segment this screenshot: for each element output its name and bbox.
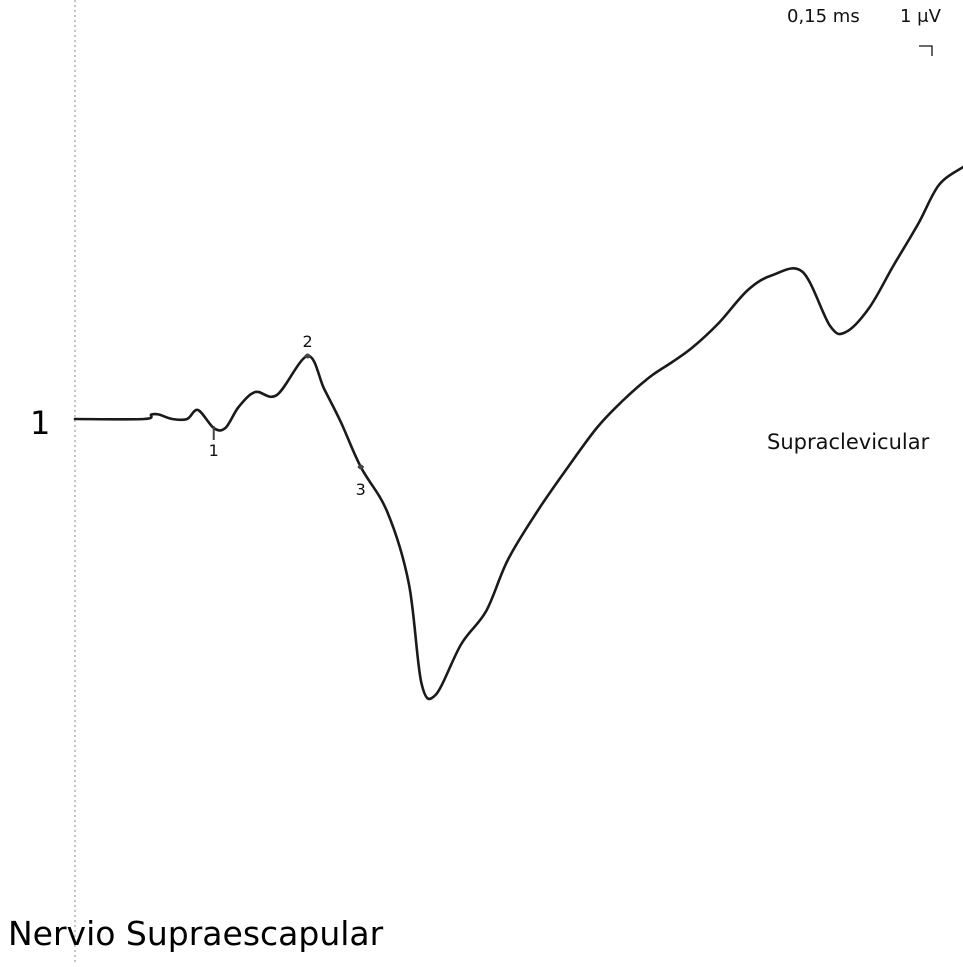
marker-label: 3 <box>356 480 366 499</box>
trace-number: 1 <box>30 404 51 442</box>
marker-2: 2 <box>302 332 313 359</box>
scale-bar-icon <box>919 45 933 56</box>
marker-dot <box>305 353 311 359</box>
marker-label: 1 <box>209 441 219 460</box>
marker-1: 1 <box>209 426 219 460</box>
site-label: Supraclevicular <box>767 430 930 454</box>
marker-label: 2 <box>302 332 312 351</box>
page-title: Nervio Supraescapular <box>8 914 384 953</box>
markers-layer: 1 2 3 <box>209 332 366 499</box>
marker-3: 3 <box>356 464 366 499</box>
marker-dot <box>358 464 364 470</box>
amplitude-scale-label: 1 μV <box>900 6 941 27</box>
trace-line <box>73 165 963 701</box>
time-scale-label: 0,15 ms <box>787 6 860 27</box>
